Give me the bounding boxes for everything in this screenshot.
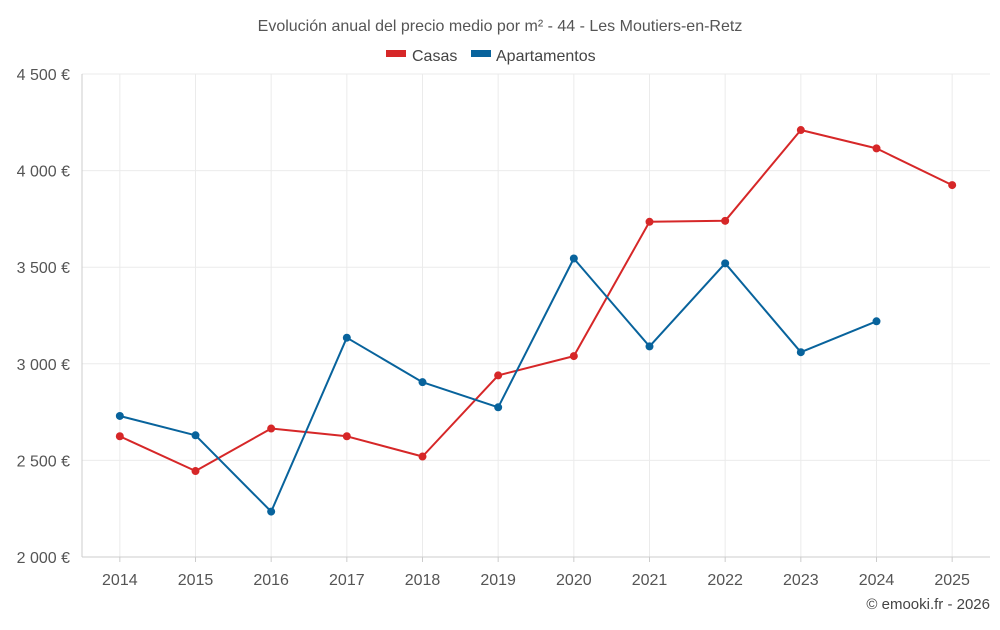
data-point-casas[interactable] [115, 432, 124, 441]
x-tick-label: 2014 [102, 572, 138, 589]
data-point-casas[interactable] [191, 467, 200, 476]
y-tick-label: 3 000 € [17, 357, 70, 374]
data-point-apartamentos[interactable] [796, 348, 805, 357]
legend[interactable]: Casas Apartamentos [386, 48, 596, 65]
data-point-casas[interactable] [569, 352, 578, 361]
x-tick-label: 2016 [253, 572, 289, 589]
y-tick-label: 2 500 € [17, 453, 70, 470]
data-point-casas[interactable] [796, 126, 805, 135]
data-point-casas[interactable] [494, 371, 503, 380]
axis-layer: 2 000 € 2 500 € 3 000 € 3 500 € 4 000 € 4 500… [17, 67, 990, 589]
credit-text: © emooki.fr - 2026 [866, 596, 990, 613]
data-point-casas[interactable] [267, 424, 276, 433]
data-point-casas[interactable] [418, 452, 427, 461]
x-tick-label: 2018 [405, 572, 441, 589]
data-point-casas[interactable] [872, 144, 881, 153]
legend-item-apartamentos[interactable]: Apartamentos [471, 48, 596, 65]
x-tick-label: 2019 [480, 572, 516, 589]
chart-title: Evolución anual del precio medio por m² … [258, 18, 743, 35]
x-tick-label: 2024 [859, 572, 895, 589]
y-tick-label: 4 500 € [17, 67, 70, 84]
x-tick-label: 2021 [632, 572, 668, 589]
y-tick-label: 2 000 € [17, 550, 70, 567]
x-tick-label: 2025 [934, 572, 970, 589]
grid-layer [82, 73, 990, 558]
data-point-apartamentos[interactable] [569, 254, 578, 263]
legend-item-casas[interactable]: Casas [386, 48, 457, 65]
x-tick-label: 2022 [707, 572, 743, 589]
data-point-apartamentos[interactable] [645, 342, 654, 351]
y-tick-label: 3 500 € [17, 260, 70, 277]
x-tick-label: 2015 [178, 572, 214, 589]
data-point-apartamentos[interactable] [721, 259, 730, 268]
data-point-apartamentos[interactable] [418, 378, 427, 387]
data-point-casas[interactable] [721, 216, 730, 225]
data-point-apartamentos[interactable] [494, 403, 503, 412]
x-tick-label: 2023 [783, 572, 819, 589]
data-point-apartamentos[interactable] [267, 507, 276, 516]
data-point-apartamentos[interactable] [115, 411, 124, 420]
data-point-casas[interactable] [342, 432, 351, 441]
y-tick-label: 4 000 € [17, 164, 70, 181]
legend-label-casas: Casas [412, 48, 457, 65]
data-point-casas[interactable] [948, 181, 957, 190]
series-layer [115, 126, 957, 516]
legend-swatch-casas [386, 50, 406, 57]
legend-swatch-apartamentos [471, 50, 491, 57]
x-tick-label: 2017 [329, 572, 365, 589]
data-point-apartamentos[interactable] [872, 317, 881, 326]
data-point-apartamentos[interactable] [342, 333, 351, 342]
data-point-casas[interactable] [645, 217, 654, 226]
legend-label-apartamentos: Apartamentos [496, 48, 596, 65]
series-line-casas [119, 129, 953, 472]
x-tick-label: 2020 [556, 572, 592, 589]
data-point-apartamentos[interactable] [191, 431, 200, 440]
